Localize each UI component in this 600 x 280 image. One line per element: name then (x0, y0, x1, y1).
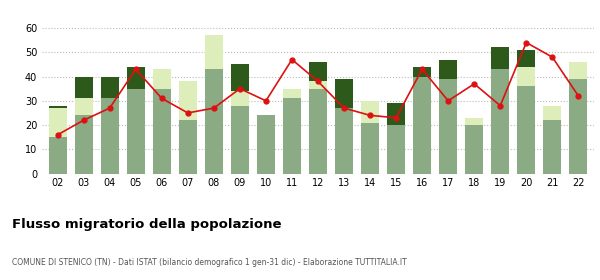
Bar (179, 120, 197, 174)
Bar (387, 125, 405, 174)
Bar (283, 89, 301, 98)
Bar (517, 67, 535, 86)
Bar (491, 47, 509, 69)
Bar (283, 98, 301, 174)
Bar (231, 91, 249, 106)
Bar (517, 50, 535, 67)
Bar (309, 62, 327, 81)
Bar (569, 62, 587, 79)
Bar (413, 76, 431, 174)
Bar (74, 98, 93, 115)
Bar (49, 108, 67, 137)
Bar (179, 81, 197, 120)
Text: Flusso migratorio della popolazione: Flusso migratorio della popolazione (12, 218, 281, 231)
Bar (152, 89, 171, 174)
Bar (74, 76, 93, 98)
Bar (127, 67, 145, 89)
Bar (439, 79, 457, 174)
Bar (127, 89, 145, 174)
Bar (257, 115, 275, 174)
Bar (335, 79, 353, 108)
Bar (387, 103, 405, 125)
Bar (361, 101, 379, 123)
Bar (231, 106, 249, 174)
Bar (465, 125, 484, 174)
Bar (543, 106, 562, 120)
Bar (309, 89, 327, 174)
Bar (543, 120, 562, 174)
Bar (413, 67, 431, 76)
Bar (205, 69, 223, 174)
Bar (49, 137, 67, 174)
Bar (309, 81, 327, 89)
Bar (335, 108, 353, 174)
Bar (231, 64, 249, 91)
Bar (491, 69, 509, 174)
Bar (49, 106, 67, 108)
Bar (465, 118, 484, 125)
Bar (101, 76, 119, 98)
Bar (439, 60, 457, 79)
Bar (361, 123, 379, 174)
Bar (205, 35, 223, 69)
Bar (517, 86, 535, 174)
Bar (101, 98, 119, 174)
Bar (74, 115, 93, 174)
Bar (569, 79, 587, 174)
Bar (152, 69, 171, 89)
Text: COMUNE DI STENICO (TN) - Dati ISTAT (bilancio demografico 1 gen-31 dic) - Elabor: COMUNE DI STENICO (TN) - Dati ISTAT (bil… (12, 258, 407, 267)
